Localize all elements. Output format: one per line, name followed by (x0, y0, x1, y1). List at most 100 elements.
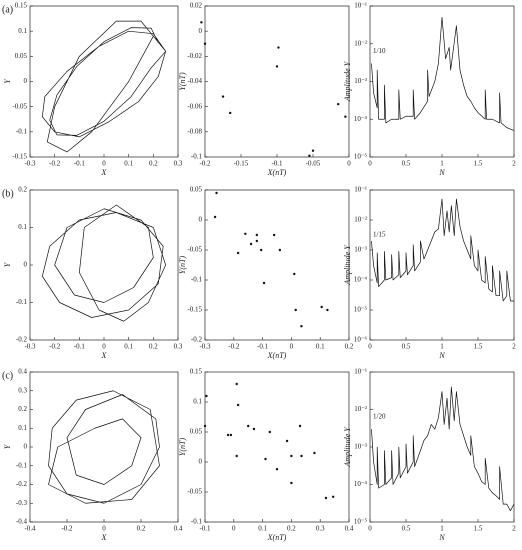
y-tick-label: 0 (24, 77, 28, 85)
data-line (371, 386, 515, 512)
x-tick-label: -0.1 (257, 343, 269, 351)
point (331, 495, 335, 498)
x-tick-label: 0 (368, 525, 372, 533)
x-tick-label: -0.1 (74, 343, 86, 351)
y-tick-label: 10⁻⁴ (354, 276, 368, 284)
x-tick-label: 0 (368, 343, 372, 351)
point (344, 115, 347, 118)
y-tick-label: 10⁻⁵ (354, 306, 368, 314)
y-tick-label: 10⁻⁵ (354, 518, 368, 526)
y-axis-label: Amplitude Y (343, 426, 352, 468)
plot-frame (204, 189, 350, 341)
x-tick-label: -0.4 (24, 525, 36, 533)
point (226, 433, 230, 437)
y-tick-label: 10⁻¹ (354, 186, 367, 194)
y-tick-label: 0.02 (190, 2, 203, 10)
y-tick-label: 10⁻² (354, 216, 367, 224)
x-tick-label: -0.1 (74, 160, 86, 168)
y-tick-label: -0.15 (12, 153, 27, 161)
y-tick-label: 0.2 (18, 405, 27, 413)
x-axis-label: N (438, 168, 445, 177)
y-tick-label: -0.04 (187, 77, 202, 85)
plot-frame (369, 5, 515, 158)
x-tick-label: -0.05 (306, 160, 321, 168)
point (252, 427, 256, 431)
y-tick-label: -0.06 (187, 102, 202, 110)
y-tick-label: 10⁻⁶ (354, 336, 368, 344)
y-tick-label: 0.1 (193, 398, 202, 406)
point (215, 191, 218, 195)
point (255, 239, 259, 243)
point (235, 382, 238, 386)
y-axis-label: Y (3, 78, 12, 84)
point (290, 481, 293, 485)
x-tick-label: 2 (512, 343, 516, 351)
y-tick-label: -0.05 (12, 102, 27, 110)
x-tick-label: 0 (102, 343, 106, 351)
plot-frame (29, 5, 179, 158)
y-tick-label: 0.1 (18, 27, 27, 35)
x-tick-label: -0.15 (234, 160, 249, 168)
y-tick-label: -0.1 (191, 276, 203, 284)
y-tick-label: 0.15 (190, 368, 203, 376)
y-tick-label: 0.4 (18, 368, 27, 376)
x-tick-label: -0.3 (24, 343, 36, 351)
x-tick-label: 0.3 (316, 525, 325, 533)
y-tick-label: 0.05 (190, 186, 203, 194)
point (262, 281, 266, 285)
point (277, 46, 280, 49)
point (200, 21, 203, 24)
x-tick-label: 0.2 (149, 160, 158, 168)
plot-frame (29, 371, 179, 523)
x-tick-label: 0.1 (258, 525, 267, 533)
point (300, 325, 303, 328)
point (337, 102, 340, 106)
point (264, 457, 267, 461)
x-tick-label: 0.2 (345, 343, 354, 351)
x-axis-label: X(nT) (267, 533, 287, 542)
point (293, 272, 296, 276)
panel-label: (b) (2, 188, 14, 199)
x-tick-label: 0 (368, 160, 372, 168)
y-tick-label: 0.3 (18, 386, 27, 394)
point (249, 242, 253, 246)
x-axis-label: X (101, 533, 108, 542)
x-tick-label: 0.1 (316, 343, 325, 351)
y-tick-label: 0.1 (18, 223, 27, 231)
x-tick-label: 2 (512, 160, 516, 168)
point (275, 468, 279, 471)
x-tick-label: 2 (512, 525, 516, 533)
data-line (41, 204, 167, 322)
annotation: 1/15 (373, 231, 386, 239)
plot-frame (204, 5, 350, 158)
point (244, 232, 247, 235)
x-tick-label: 0 (102, 160, 106, 168)
x-axis-label: X(nT) (267, 168, 287, 177)
x-tick-label: 1 (440, 525, 444, 533)
point (285, 439, 289, 443)
point (236, 251, 240, 255)
y-tick-label: -0.4 (16, 518, 28, 526)
point (229, 433, 233, 437)
point (247, 424, 250, 428)
data-line (371, 17, 515, 131)
y-tick-label: -0.1 (191, 153, 203, 161)
point (275, 65, 279, 68)
y-tick-label: 0.2 (18, 186, 27, 194)
x-tick-label: 0.3 (174, 160, 183, 168)
point (268, 430, 271, 434)
x-tick-label: 0.2 (287, 525, 296, 533)
data-line (371, 198, 514, 302)
y-tick-label: 0 (199, 216, 203, 224)
y-tick-label: 10⁻¹ (354, 2, 367, 10)
x-tick-label: 1 (440, 343, 444, 351)
panel-label: (c) (2, 370, 13, 381)
x-axis-label: N (438, 533, 445, 542)
x-axis-label: X (101, 168, 108, 177)
y-tick-label: -0.2 (191, 336, 203, 344)
x-tick-label: -0.3 (24, 160, 36, 168)
x-tick-label: 0 (347, 160, 351, 168)
y-axis-label: Y(nT) (178, 256, 187, 275)
point (320, 305, 323, 309)
